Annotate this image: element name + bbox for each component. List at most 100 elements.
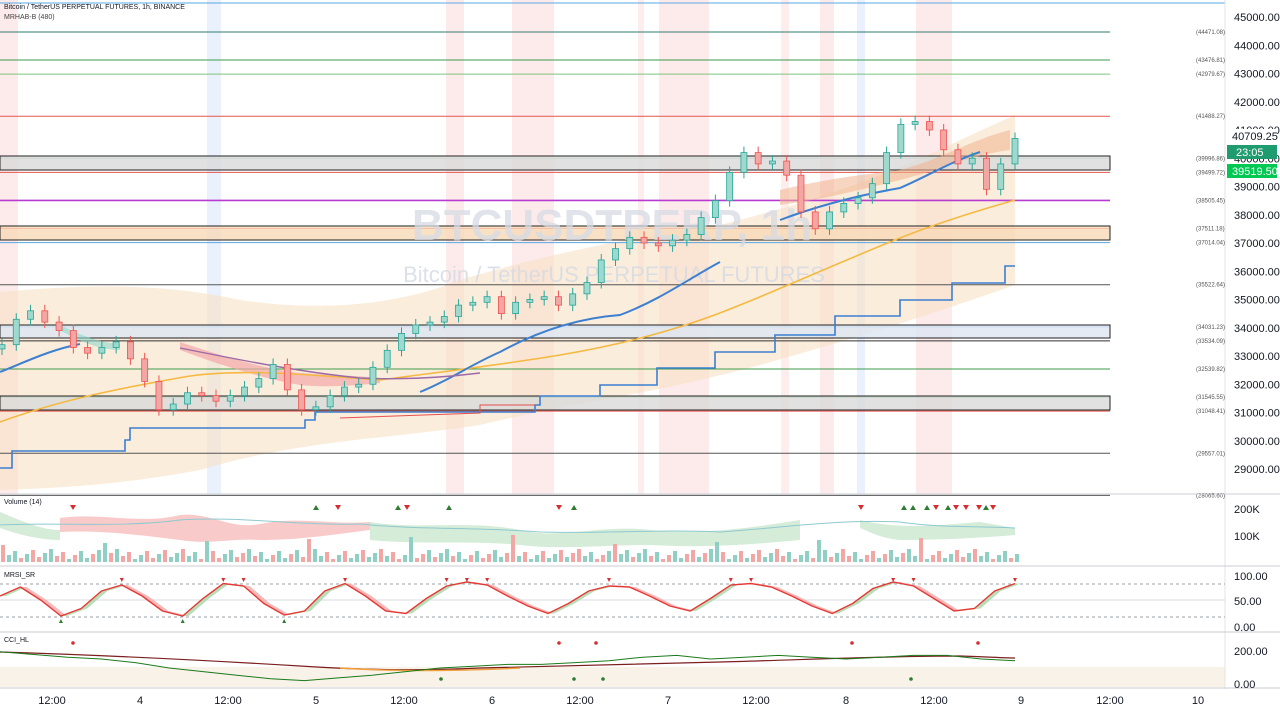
rsi-ribbon-segment — [263, 603, 291, 615]
rsi-sell-dot — [911, 578, 916, 582]
volume-signal-arrow — [901, 505, 907, 510]
volume-bar — [505, 553, 509, 562]
volume-bar — [343, 551, 347, 562]
rsi-pane: MRSI_SR 100.00 50.00 0.00 — [0, 571, 1268, 634]
rsi-ribbon-segment — [243, 586, 270, 604]
volume-bar — [1009, 558, 1013, 562]
volume-bar — [445, 549, 449, 562]
volume-bar — [835, 553, 839, 562]
price-tick-label: 29000.00 — [1234, 464, 1280, 476]
volume-bar — [301, 557, 305, 562]
volume-bar — [85, 558, 89, 562]
candle-body — [854, 197, 862, 204]
level-label: (35522.64) — [1196, 283, 1225, 289]
volume-bar — [955, 550, 959, 562]
volume-signal-arrows — [70, 505, 996, 510]
volume-bar — [163, 550, 167, 562]
rsi-ribbon-segment — [40, 600, 67, 616]
level-labels: (44471.08) (43476.81) (42979.67) (41488.27)… — [1196, 30, 1225, 499]
volume-bar — [817, 540, 821, 562]
volume-bar — [319, 556, 323, 562]
volume-bar — [733, 555, 737, 562]
candle-body — [155, 381, 163, 411]
level-price-tag: 39519.50 — [1232, 166, 1278, 178]
volume-bar — [1015, 554, 1019, 562]
volume-label-100k: 100K — [1234, 531, 1260, 543]
volume-bar — [259, 552, 263, 562]
volume-bar — [49, 549, 53, 562]
price-tick-label: 34000.00 — [1234, 323, 1280, 335]
rsi-ribbon-segment — [568, 591, 595, 604]
volume-bar — [349, 558, 353, 562]
volume-signal-arrow — [571, 505, 577, 510]
volume-bar — [571, 553, 575, 562]
volume-bar — [853, 552, 857, 562]
rsi-signal-dots — [58, 578, 1017, 623]
volume-bar — [727, 559, 731, 562]
level-label: (28065.60) — [1196, 493, 1225, 499]
level-label: (29557.01) — [1196, 451, 1225, 457]
volume-bar — [469, 555, 473, 562]
rsi-ribbon-segment — [20, 587, 47, 600]
level-label: (42979.67) — [1196, 72, 1225, 78]
volume-bar — [97, 550, 101, 562]
candle-body — [226, 395, 234, 402]
rsi-ribbon-segment — [142, 596, 169, 611]
candle-body — [697, 217, 705, 235]
rsi-ribbon-segment — [406, 598, 433, 614]
volume-bar — [967, 553, 971, 562]
volume-bar — [325, 552, 329, 562]
volume-bar — [397, 559, 401, 562]
candle-body — [440, 316, 448, 323]
candle-body — [1011, 138, 1019, 165]
volume-bar — [643, 549, 647, 562]
volume-bar — [235, 557, 239, 562]
volume-signal-arrow — [858, 505, 864, 510]
volume-bar — [799, 555, 803, 562]
rsi-sell-dot — [728, 578, 733, 582]
level-price-tag-bg — [1227, 164, 1277, 178]
price-axis[interactable]: 45000.0044000.0043000.0042000.0041000.00… — [1234, 12, 1280, 476]
volume-cloud-red — [60, 514, 370, 542]
cci-signal-line — [0, 651, 1016, 671]
volume-signal-arrow — [395, 505, 401, 510]
rsi-ribbon-segment — [304, 591, 331, 611]
time-axis[interactable]: 12:00 4 12:00 5 12:00 6 12:00 7 12:00 8 12:00 9 12:0… — [38, 695, 1204, 707]
volume-bar — [865, 555, 869, 562]
volume-bar — [535, 555, 539, 562]
volume-bar — [997, 555, 1001, 562]
price-candles — [0, 115, 1019, 416]
candle-body — [612, 248, 619, 261]
level-label: (31545.55) — [1196, 395, 1225, 401]
candle-body — [783, 160, 791, 176]
rsi-label-0: 0.00 — [1234, 622, 1255, 634]
candle-body — [726, 171, 734, 202]
cci-signal-dot — [976, 641, 980, 645]
price-tick-label: 43000.00 — [1234, 69, 1280, 81]
volume-bar — [679, 558, 683, 562]
volume-bar — [769, 553, 773, 562]
volume-bar — [919, 538, 923, 562]
level-label: (38505.45) — [1196, 198, 1225, 204]
volume-bar — [595, 559, 599, 562]
volume-bar — [901, 553, 905, 562]
volume-bar — [31, 550, 35, 562]
volume-bar — [541, 551, 545, 562]
volume-line — [0, 518, 1016, 533]
current-price-tag-bg — [1227, 129, 1277, 143]
candle-body — [27, 310, 34, 320]
volume-bar — [13, 551, 17, 562]
volume-bar — [421, 554, 425, 562]
candle-body — [925, 121, 933, 131]
volume-signal-arrow — [953, 505, 959, 510]
rsi-sell-dot — [1013, 578, 1017, 582]
candle-body — [84, 347, 92, 354]
level-label: (37014.04) — [1196, 241, 1225, 247]
sr-zone — [0, 395, 1111, 411]
time-tick-label: 12:00 — [566, 695, 594, 707]
rsi-ribbon-segment — [913, 586, 940, 599]
price-tags: 40709.25 23:05 39519.50 — [1227, 129, 1278, 178]
price-tick-label: 39000.00 — [1234, 182, 1280, 194]
